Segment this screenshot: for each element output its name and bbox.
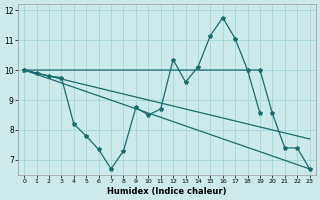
X-axis label: Humidex (Indice chaleur): Humidex (Indice chaleur)	[107, 187, 227, 196]
